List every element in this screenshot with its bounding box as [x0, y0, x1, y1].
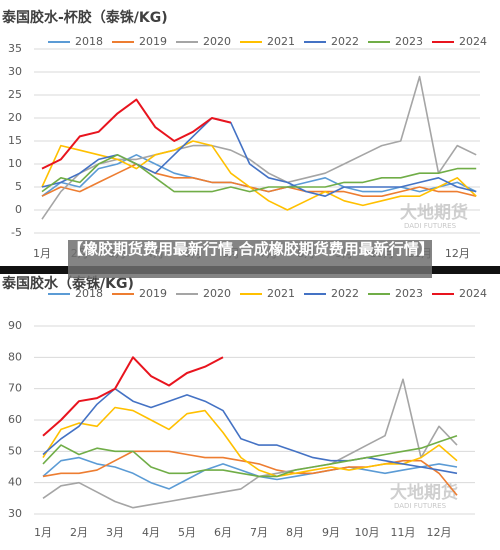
series-line — [41, 140, 477, 211]
x-tick-label: 6月 — [214, 526, 232, 539]
legend-label: 2021 — [267, 287, 295, 300]
x-tick-label: 1月 — [34, 526, 52, 539]
legend-label: 2024 — [459, 287, 487, 300]
legend-label: 2020 — [203, 287, 231, 300]
y-tick-label: 70 — [8, 382, 22, 395]
series-line — [41, 75, 477, 220]
watermark: DADI FUTURES — [394, 502, 447, 510]
x-tick-label: 1月 — [33, 247, 51, 260]
y-tick-label: 5 — [15, 180, 22, 193]
chart-title: 泰国胶水-杯胶（泰铢/KG) — [1, 9, 168, 26]
y-tick-label: 0 — [15, 203, 22, 216]
series-line — [42, 378, 458, 509]
y-tick-label: 90 — [8, 319, 22, 332]
x-tick-label: 2月 — [70, 526, 88, 539]
series-line — [42, 406, 458, 478]
series-line — [41, 98, 232, 170]
x-tick-label: 12月 — [427, 526, 452, 539]
y-tick-label: 80 — [8, 350, 22, 363]
series-line — [41, 163, 477, 197]
legend-label: 2023 — [395, 287, 423, 300]
series-line — [42, 356, 224, 437]
series-line — [42, 387, 458, 475]
x-tick-label: 8月 — [286, 526, 304, 539]
y-tick-label: 60 — [8, 413, 22, 426]
banner: 【橡胶期货费用最新行情,合成橡胶期货费用最新行情】 — [68, 240, 434, 278]
x-tick-label: 11月 — [391, 526, 416, 539]
x-tick-label: 10月 — [355, 526, 380, 539]
y-tick-label: 50 — [8, 444, 22, 457]
legend-label: 2021 — [267, 35, 295, 48]
y-tick-label: 40 — [8, 476, 22, 489]
x-tick-label: 4月 — [142, 526, 160, 539]
legend-label: 2020 — [203, 35, 231, 48]
y-tick-label: -5 — [11, 226, 22, 239]
y-tick-label: 30 — [8, 65, 22, 78]
y-tick-label: 20 — [8, 111, 22, 124]
legend-label: 2018 — [75, 287, 103, 300]
legend-label: 2019 — [139, 35, 167, 48]
legend-label: 2022 — [331, 287, 359, 300]
y-tick-label: 30 — [8, 507, 22, 520]
series-line — [42, 434, 458, 478]
legend-label: 2018 — [75, 35, 103, 48]
series-line — [41, 154, 477, 193]
legend-label: 2022 — [331, 35, 359, 48]
y-tick-label: 10 — [8, 157, 22, 170]
watermark: 大地期货 — [400, 202, 468, 223]
series-line — [41, 117, 477, 197]
x-tick-label: 12月 — [445, 247, 470, 260]
x-tick-label: 5月 — [178, 526, 196, 539]
legend-label: 2019 — [139, 287, 167, 300]
y-tick-label: 35 — [8, 42, 22, 55]
watermark: DADI FUTURES — [404, 222, 457, 230]
chart-title: 泰国胶水（泰铢/KG) — [1, 275, 134, 292]
y-tick-label: 25 — [8, 88, 22, 101]
watermark: 大地期货 — [390, 482, 458, 503]
x-tick-label: 7月 — [250, 526, 268, 539]
series-line — [42, 456, 458, 490]
y-tick-label: 15 — [8, 134, 22, 147]
legend-label: 2024 — [459, 35, 487, 48]
x-tick-label: 9月 — [322, 526, 340, 539]
x-tick-label: 3月 — [106, 526, 124, 539]
legend-label: 2023 — [395, 35, 423, 48]
